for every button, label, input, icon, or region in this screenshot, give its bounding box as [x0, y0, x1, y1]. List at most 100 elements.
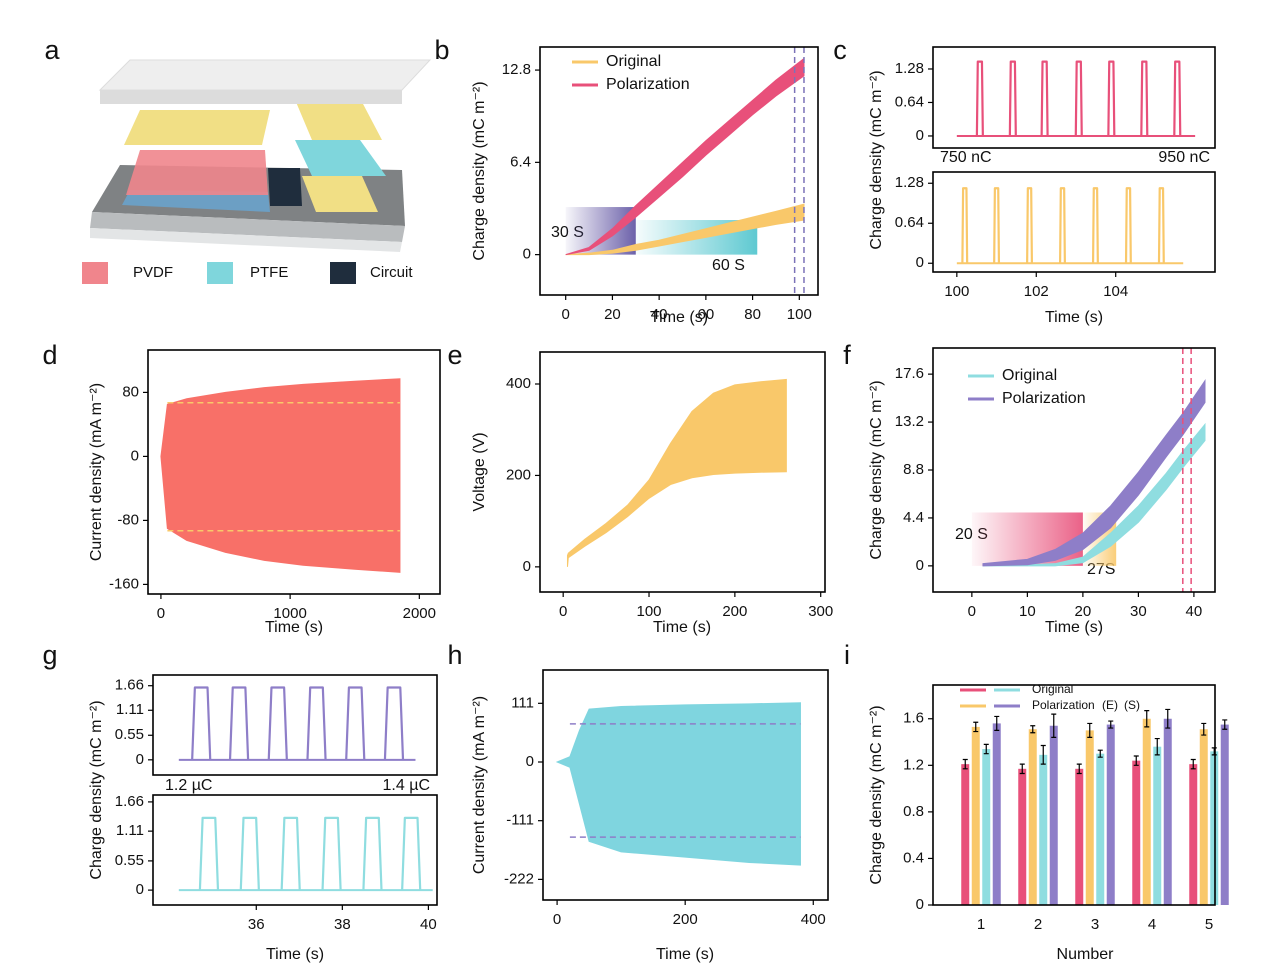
bar	[1018, 768, 1027, 905]
legend-label: Polarization	[606, 76, 690, 93]
panel-label: a	[44, 35, 60, 65]
charge-pulse	[1157, 187, 1165, 264]
charge-pulse	[362, 816, 383, 891]
x-tick-label: 0	[157, 605, 165, 622]
x-tick-label: 100	[637, 603, 662, 620]
charge-pulse	[1074, 60, 1083, 136]
y-axis-label: Current density (mA m⁻²)	[471, 696, 488, 874]
error-bar	[973, 721, 979, 733]
plot-frame	[932, 171, 1216, 273]
y-axis-label: Charge density (mC m⁻²)	[868, 705, 885, 884]
charge-pulse	[1040, 60, 1049, 136]
x-axis-label: Time (s)	[1045, 619, 1103, 636]
legend-label: Polarization	[1032, 698, 1095, 712]
plot-frame	[539, 46, 819, 296]
y-tick-label: 1.11	[116, 822, 144, 839]
y-axis-label: Current density (mA m⁻²)	[88, 383, 105, 561]
x-tick-label: 80	[744, 306, 761, 323]
legend-label: Original	[606, 53, 661, 70]
x-tick-label: 3	[1091, 916, 1099, 933]
error-bar	[962, 758, 968, 770]
error-bar	[1222, 719, 1228, 730]
y-tick-label: 1.28	[895, 60, 924, 77]
error-bar	[1144, 710, 1150, 728]
bar	[1142, 718, 1151, 905]
bar	[1153, 746, 1162, 905]
x-tick-label: 20	[1075, 603, 1092, 620]
y-tick-label: 1.28	[895, 174, 924, 191]
error-bar	[1190, 758, 1196, 770]
y-tick-label: 1.66	[115, 793, 144, 810]
signal-band	[160, 378, 401, 573]
x-tick-label: 2000	[403, 605, 436, 622]
y-tick-label: 0	[131, 447, 139, 464]
x-tick-label: 102	[1024, 283, 1049, 300]
y-tick-label: 0.8	[903, 803, 924, 820]
y-axis-label: Charge density (mC m⁻²)	[868, 70, 885, 249]
ptfe-film	[295, 140, 386, 176]
charge-pulse	[1124, 187, 1132, 264]
plot-frame	[539, 351, 826, 593]
y-tick-label: -160	[109, 575, 139, 592]
charge-pulse	[1008, 60, 1017, 136]
x-tick-label: 400	[801, 911, 826, 928]
error-bar	[1076, 763, 1082, 775]
charge-pulse	[1173, 60, 1182, 136]
x-tick-label: 38	[334, 916, 351, 933]
legend-label: Circuit	[370, 264, 413, 281]
electrode-right-bottom	[302, 176, 378, 212]
bar	[1163, 718, 1172, 905]
error-bar	[994, 715, 1000, 731]
plot-frame	[932, 684, 1216, 906]
legend-label: PTFE	[250, 264, 288, 281]
y-tick-label: 200	[506, 466, 531, 483]
annotation: 1.4 µC	[383, 777, 430, 794]
x-tick-label: 300	[808, 603, 833, 620]
panel-label: e	[447, 340, 462, 370]
error-bar	[1165, 708, 1171, 729]
error-bar	[983, 743, 989, 755]
legend-label: Original	[1032, 682, 1073, 696]
x-tick-label: 4	[1148, 916, 1156, 933]
plot-frame	[932, 347, 1216, 593]
x-tick-label: 40	[420, 916, 437, 933]
charge-pulse	[267, 686, 288, 760]
y-tick-label: 1.11	[116, 701, 144, 718]
x-axis-label: Time (s)	[265, 619, 323, 636]
y-tick-label: 6.4	[510, 153, 531, 170]
x-tick-label: 200	[673, 911, 698, 928]
error-bar	[1051, 713, 1057, 738]
panel-label: i	[844, 640, 850, 670]
x-tick-label: 10	[1019, 603, 1036, 620]
panel-label: c	[833, 35, 847, 65]
y-tick-label: 0	[916, 127, 924, 144]
electrode-right-top	[296, 102, 382, 140]
y-tick-label: 0.64	[895, 93, 924, 110]
bar	[1132, 760, 1141, 905]
bar	[1049, 725, 1058, 905]
legend-label: Polarization	[1002, 390, 1086, 407]
x-tick-label: 100	[787, 306, 812, 323]
plot-frame	[932, 46, 1216, 149]
annotation: 750 nC	[940, 149, 992, 166]
y-tick-label: 1.6	[903, 710, 924, 727]
y-tick-label: -111	[506, 812, 534, 829]
x-tick-label: 1	[977, 916, 985, 933]
y-tick-label: 13.2	[895, 413, 924, 430]
y-tick-label: 0	[526, 753, 534, 770]
x-axis-label: Time (s)	[653, 619, 711, 636]
x-axis-label: Time (s)	[656, 946, 714, 963]
circuit-chip	[268, 168, 302, 206]
x-axis-label: Time (s)	[266, 946, 324, 963]
plot-frame	[152, 794, 438, 906]
bar	[1075, 768, 1084, 905]
panel-label: f	[843, 340, 851, 370]
x-tick-label: 20	[604, 306, 621, 323]
error-bar	[1040, 744, 1046, 765]
error-bar	[1097, 749, 1103, 758]
y-axis-label: Charge density (mC m⁻²)	[471, 81, 488, 260]
bar	[1096, 753, 1105, 905]
charge-pulse	[1140, 60, 1149, 136]
